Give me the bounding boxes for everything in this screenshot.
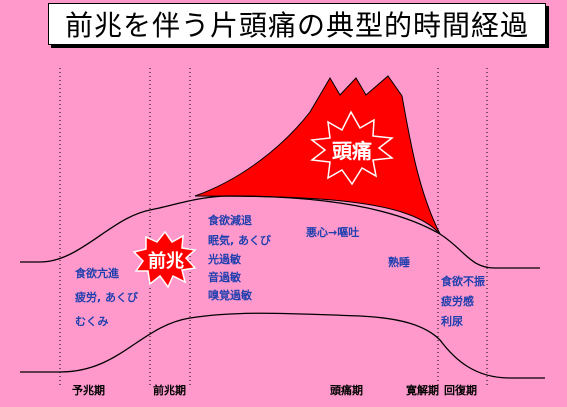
phase-dividers (59, 68, 488, 388)
lower-curve (20, 312, 545, 379)
phase-label-resolution: 寛解期 (406, 383, 439, 397)
symptom-headache-1: 悪心→嘔吐 (306, 225, 359, 239)
upper-curve (20, 195, 540, 269)
page-title: 前兆を伴う片頭痛の典型的時間経過 (64, 9, 529, 42)
headache-label: 頭痛 (332, 139, 372, 163)
phase-label-aura: 前兆期 (153, 383, 186, 397)
prodrome-label: 前兆 (148, 250, 184, 272)
phase-label-headache: 頭痛期 (330, 383, 363, 397)
symptom-recovery-2: 疲労感 (441, 294, 474, 308)
symptom-aura-5: 嗅覚過敏 (208, 288, 253, 302)
symptom-premonitory-3: むくみ (75, 315, 108, 328)
title-box: 前兆を伴う片頭痛の典型的時間経過 (48, 3, 546, 45)
symptom-premonitory-2: 疲労, あくび (75, 290, 139, 304)
symptom-recovery-1: 食欲不振 (441, 274, 485, 288)
headache-starburst (310, 110, 394, 186)
symptom-aura-2: 眠気, あくび (208, 233, 272, 247)
symptom-headache-2: 熟睡 (388, 255, 410, 269)
prodrome-starburst (132, 230, 197, 289)
symptom-recovery-3: 利尿 (441, 314, 463, 328)
symptom-premonitory-1: 食欲亢進 (75, 266, 120, 280)
phase-label-premonitory: 予兆期 (72, 383, 105, 397)
phase-label-recovery: 回復期 (444, 383, 477, 397)
prodrome-badge: 前兆 (132, 230, 197, 289)
symptom-aura-4: 音過敏 (208, 270, 242, 284)
symptom-aura-1: 食欲減退 (208, 213, 252, 227)
symptom-aura-3: 光過敏 (207, 252, 242, 266)
headache-badge: 頭痛 (310, 110, 394, 186)
